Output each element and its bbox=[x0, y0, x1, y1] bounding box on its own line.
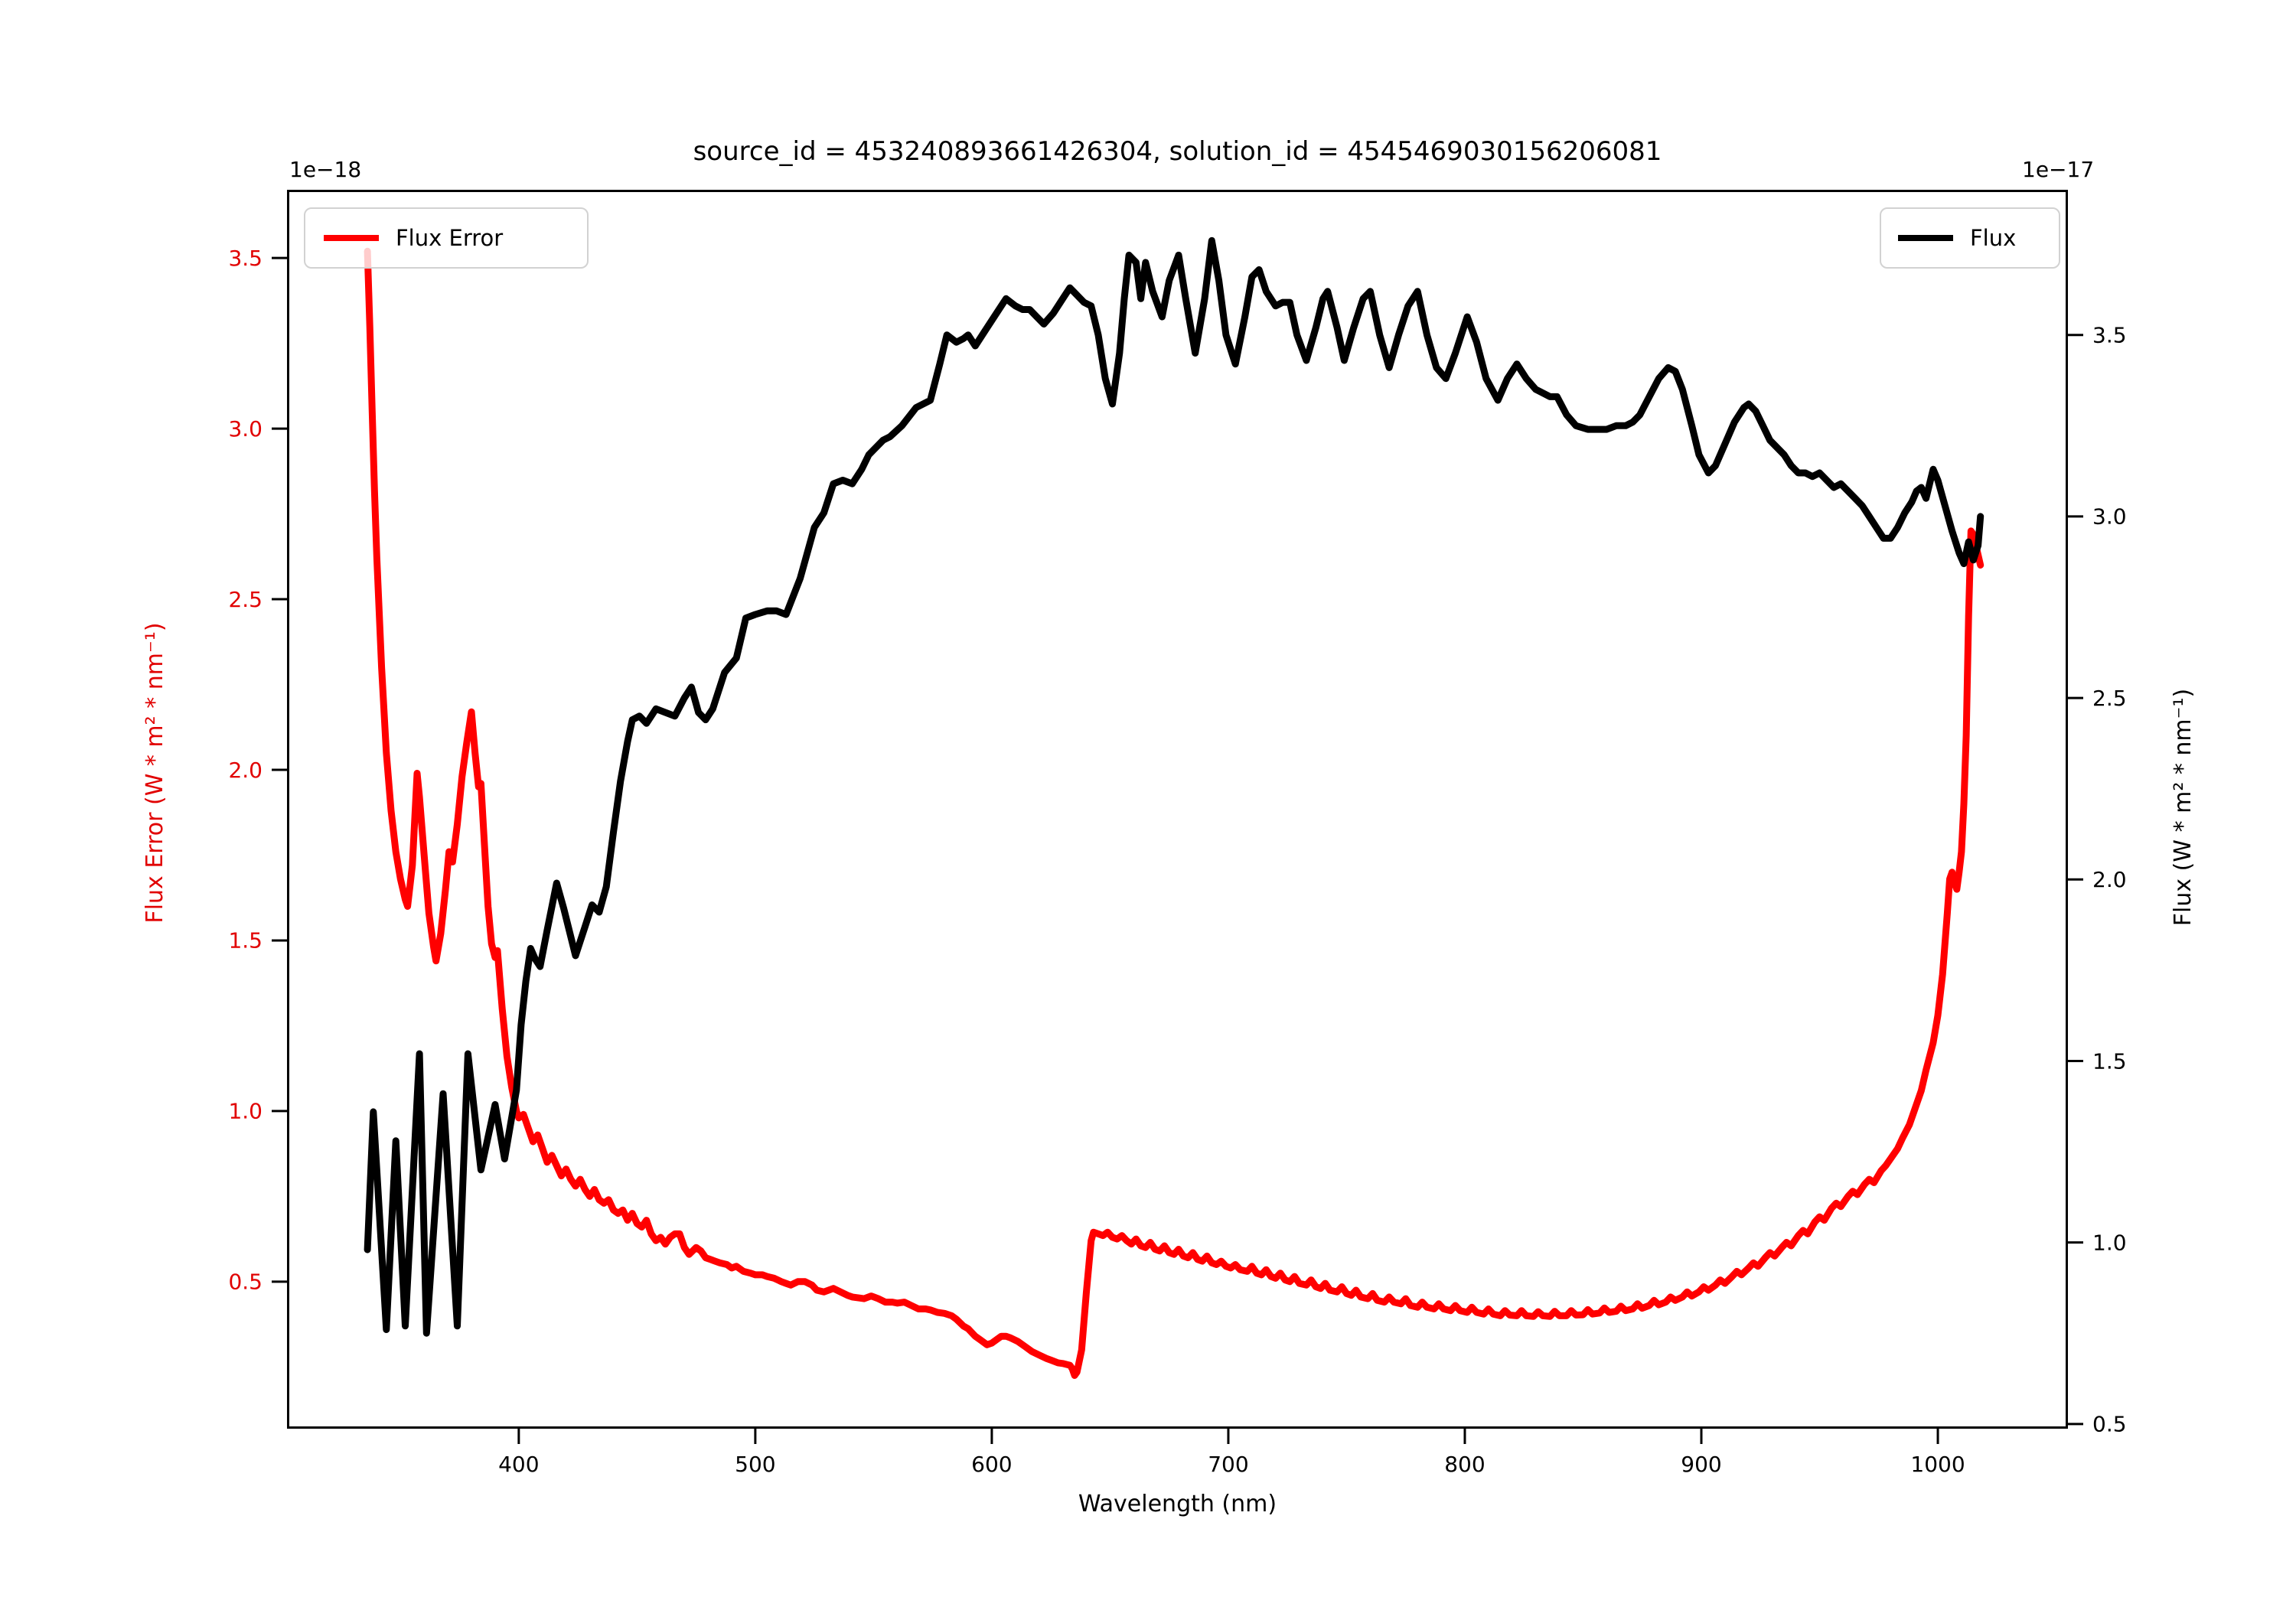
legend-flux-error-label: Flux Error bbox=[396, 225, 504, 251]
legend-flux: Flux bbox=[1880, 207, 2060, 269]
x-tick-label: 700 bbox=[1208, 1452, 1248, 1477]
right-y-tick-label: 0.5 bbox=[2092, 1412, 2127, 1437]
plot-frame bbox=[287, 190, 2068, 1429]
legend-flux-label: Flux bbox=[1970, 225, 2017, 251]
flux-line bbox=[364, 236, 1985, 1337]
flux-line-sample bbox=[1898, 235, 1953, 241]
left-y-tick-label: 0.5 bbox=[228, 1270, 263, 1295]
right-y-tick-label: 2.0 bbox=[2092, 867, 2127, 892]
x-axis-label: Wavelength (nm) bbox=[1078, 1491, 1277, 1517]
left-y-tick-label: 3.0 bbox=[228, 416, 263, 442]
right-axis-offset-text: 1e−17 bbox=[2022, 157, 2095, 182]
flux-error-line bbox=[364, 247, 1985, 1379]
flux-error-line-sample bbox=[324, 235, 379, 241]
x-tick-label: 500 bbox=[735, 1452, 775, 1477]
x-tick-label: 600 bbox=[971, 1452, 1012, 1477]
plot-title: source_id = 453240893661426304, solution… bbox=[693, 136, 1662, 167]
left-y-tick-label: 1.0 bbox=[228, 1099, 263, 1124]
right-y-tick-label: 3.0 bbox=[2092, 504, 2127, 530]
left-y-tick-label: 3.5 bbox=[228, 246, 263, 271]
right-y-tick-label: 3.5 bbox=[2092, 323, 2127, 348]
right-y-tick-label: 2.5 bbox=[2092, 686, 2127, 711]
x-tick-label: 400 bbox=[498, 1452, 539, 1477]
right-y-tick-label: 1.5 bbox=[2092, 1048, 2127, 1074]
right-y-axis-label: Flux (W * m² * nm⁻¹) bbox=[2170, 688, 2197, 927]
left-y-tick-label: 1.5 bbox=[228, 928, 263, 953]
left-y-axis-label: Flux Error (W * m² * nm⁻¹) bbox=[142, 622, 168, 924]
x-tick-label: 1000 bbox=[1910, 1452, 1965, 1477]
x-tick-label: 800 bbox=[1444, 1452, 1485, 1477]
right-y-tick-label: 1.0 bbox=[2092, 1230, 2127, 1255]
left-y-tick-label: 2.5 bbox=[228, 587, 263, 612]
legend-flux-error: Flux Error bbox=[304, 207, 589, 269]
left-axis-offset-text: 1e−18 bbox=[289, 157, 362, 182]
x-tick-label: 900 bbox=[1681, 1452, 1721, 1477]
left-y-tick-label: 2.0 bbox=[228, 758, 263, 783]
